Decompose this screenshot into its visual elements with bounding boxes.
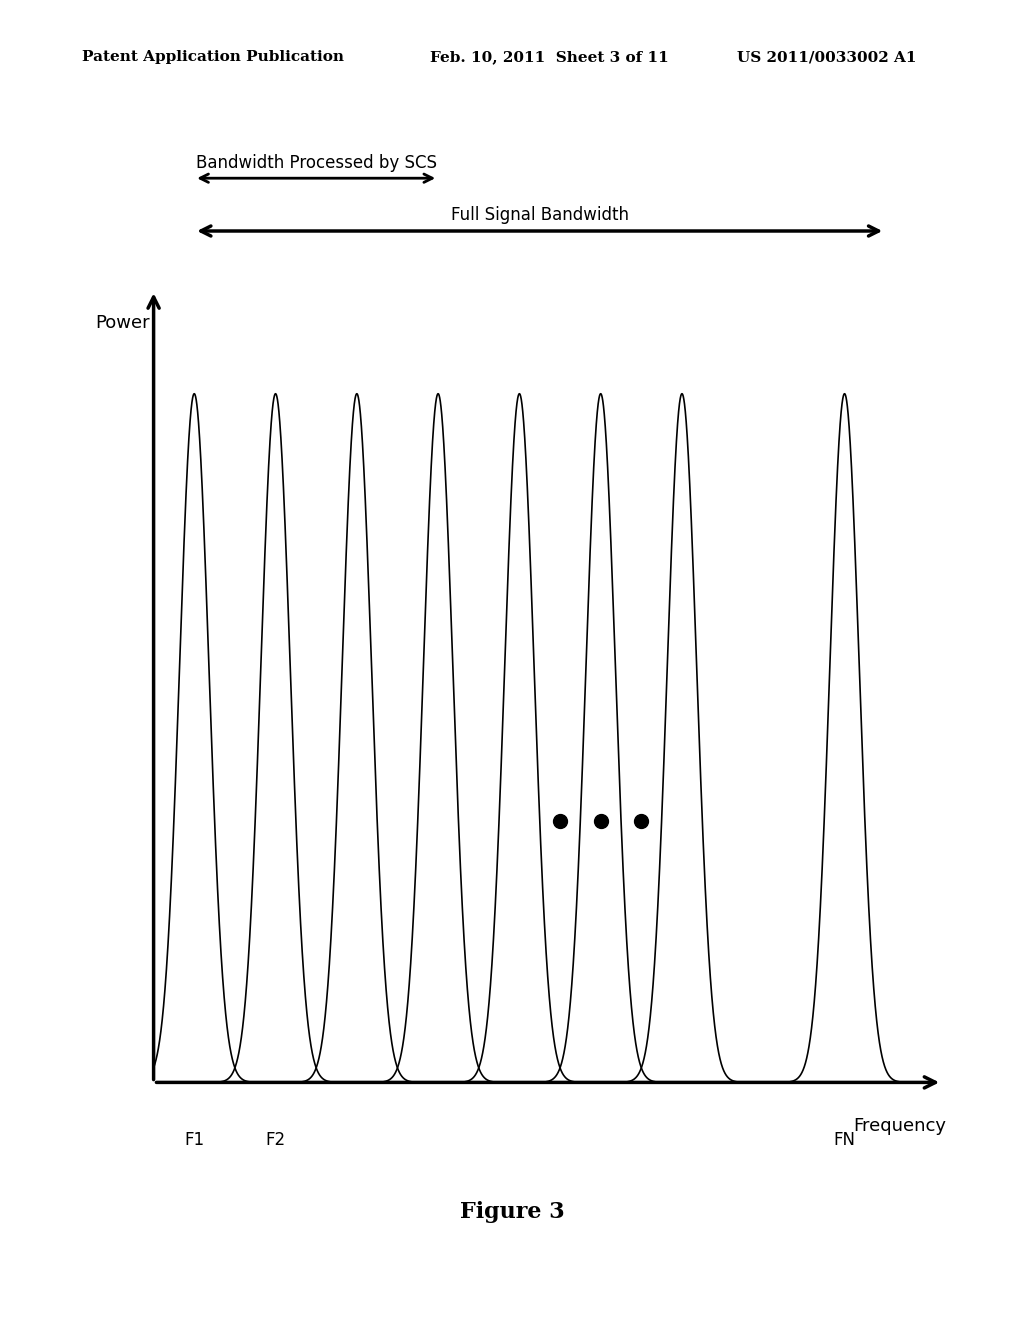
Text: Full Signal Bandwidth: Full Signal Bandwidth: [451, 206, 629, 224]
Text: Feb. 10, 2011  Sheet 3 of 11: Feb. 10, 2011 Sheet 3 of 11: [430, 50, 669, 65]
Text: US 2011/0033002 A1: US 2011/0033002 A1: [737, 50, 916, 65]
Text: F2: F2: [265, 1131, 286, 1148]
Text: Figure 3: Figure 3: [460, 1201, 564, 1222]
Text: Power: Power: [95, 314, 150, 333]
Text: F1: F1: [184, 1131, 205, 1148]
Text: Bandwidth Processed by SCS: Bandwidth Processed by SCS: [196, 153, 436, 172]
Text: FN: FN: [834, 1131, 855, 1148]
Text: Patent Application Publication: Patent Application Publication: [82, 50, 344, 65]
Text: Frequency: Frequency: [853, 1117, 946, 1135]
